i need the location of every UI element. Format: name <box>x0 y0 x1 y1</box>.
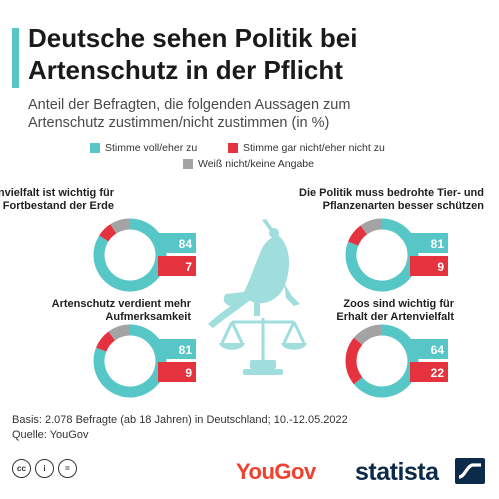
question-label: Zoos sind wichtig für Erhalt der Artenvie… <box>336 298 454 323</box>
by-icon[interactable]: i <box>35 459 54 478</box>
legend-item-disagree: Stimme gar nicht/eher nicht zu <box>228 142 385 154</box>
cc-icon[interactable]: cc <box>12 459 31 478</box>
value-box-agree <box>158 339 196 359</box>
question-label: Artenvielfalt ist wichtig fürden Fortbes… <box>0 187 115 212</box>
donut-chart-4: Zoos sind wichtig für Erhalt der Artenvie… <box>336 298 455 398</box>
nd-icon[interactable]: = <box>58 459 77 478</box>
value-box-agree <box>410 233 448 253</box>
value-label-disagree: 9 <box>185 366 192 380</box>
value-label-agree: 84 <box>179 237 193 251</box>
question-label-line: Artenschutz verdient mehr <box>52 298 192 310</box>
value-box-disagree <box>158 256 196 276</box>
accent-bar <box>12 28 19 88</box>
legend-swatch-disagree <box>228 143 238 153</box>
donut-chart-3: Artenschutz verdient mehr Aufmerksamkeit 8… <box>52 298 196 398</box>
statista-logo: statista <box>355 458 439 486</box>
value-label-agree: 81 <box>431 237 445 251</box>
chart-title: Deutsche sehen Politik bei Artenschutz i… <box>28 22 488 86</box>
yougov-logo: YouGov <box>236 459 316 484</box>
donut-segment-unknown <box>110 218 131 234</box>
question-label-line: den Fortbestand der Erde <box>0 200 114 212</box>
subtitle-line-1: Anteil der Befragten, die folgenden Auss… <box>28 97 351 113</box>
value-label-agree: 64 <box>431 343 445 357</box>
legend-item-agree: Stimme voll/eher zu <box>90 142 197 154</box>
donut-segment-disagree <box>99 224 117 242</box>
donut-segment-disagree <box>345 337 363 385</box>
license-icons: cc i = <box>12 459 77 478</box>
donut-segment-unknown <box>108 324 131 341</box>
value-label-disagree: 9 <box>437 260 444 274</box>
legend-label-agree: Stimme voll/eher zu <box>105 142 198 154</box>
statista-mark-icon <box>455 458 485 484</box>
legend-label-unknown: Weiß nicht/keine Angabe <box>198 158 314 170</box>
chart-subtitle: Anteil der Befragten, die folgenden Auss… <box>28 96 488 132</box>
legend-item-unknown: Weiß nicht/keine Angabe <box>183 158 314 170</box>
question-label-line: Pflanzenarten besser schützen <box>323 200 485 212</box>
legend-swatch-unknown <box>183 159 193 169</box>
subtitle-line-2: Artenschutz zustimmen/nicht zustimmen (i… <box>28 115 330 131</box>
donut-segment-disagree <box>96 331 116 352</box>
donut-segment-agree <box>345 218 419 292</box>
question-label-line: Zoos sind wichtig für <box>343 298 454 310</box>
value-box-disagree <box>158 362 196 382</box>
donut-segment-agree <box>93 324 167 398</box>
question-label-line: Die Politik muss bedrohte Tier- und <box>299 187 484 199</box>
title-line-1: Deutsche sehen Politik bei <box>28 23 358 53</box>
value-box-agree <box>158 233 196 253</box>
footer: Basis: 2.078 Befragte (ab 18 Jahren) in … <box>12 413 348 443</box>
donut-chart-2: Die Politik muss bedrohte Tier- und Pflan… <box>299 187 484 292</box>
kangaroo-scale-illustration <box>208 219 307 375</box>
value-box-disagree <box>410 256 448 276</box>
donut-segment-unknown <box>353 324 383 346</box>
footer-source: Quelle: YouGov <box>12 429 89 441</box>
question-label: Die Politik muss bedrohte Tier- und Pflan… <box>299 187 484 212</box>
donut-segment-agree <box>353 324 419 398</box>
value-box-disagree <box>410 362 448 382</box>
question-label-line: Artenvielfalt ist wichtig für <box>0 187 115 199</box>
donut-chart-1: Artenvielfalt ist wichtig fürden Fortbes… <box>0 187 196 292</box>
donut-segment-disagree <box>348 225 368 246</box>
title-line-2: Artenschutz in der Pflicht <box>28 55 343 85</box>
donut-segment-agree <box>93 218 167 292</box>
footer-basis: Basis: 2.078 Befragte (ab 18 Jahren) in … <box>12 414 348 426</box>
legend-swatch-agree <box>90 143 100 153</box>
legend-label-disagree: Stimme gar nicht/eher nicht zu <box>243 142 385 154</box>
question-label-line: Aufmerksamkeit <box>105 311 191 323</box>
donut-segment-unknown <box>360 218 383 235</box>
value-box-agree <box>410 339 448 359</box>
question-label: Artenschutz verdient mehr Aufmerksamkeit <box>52 298 192 323</box>
question-label-line: Erhalt der Artenvielfalt <box>336 311 454 323</box>
value-label-disagree: 7 <box>185 260 192 274</box>
value-label-disagree: 22 <box>431 366 445 380</box>
value-label-agree: 81 <box>179 343 193 357</box>
